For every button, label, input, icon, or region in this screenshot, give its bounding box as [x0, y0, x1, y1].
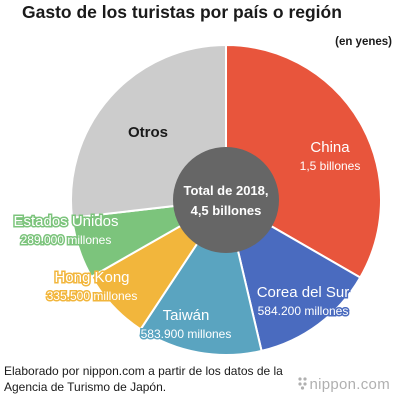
center-label-line-1: Total de 2018,: [183, 183, 268, 198]
slice-label-corea-del-sur: Corea del Sur: [257, 284, 350, 301]
slice-value-china: 1,5 billones: [300, 159, 361, 173]
pie-chart: Total de 2018, 4,5 billones China 1,5 bil…: [12, 43, 382, 356]
source-note: Elaborado por nippon.com a partir de los…: [4, 364, 283, 394]
logo-text: nippon.com: [309, 376, 390, 393]
slice-value-corea-del-sur: 584.200 millones: [258, 304, 349, 318]
center-label-line-2: 4,5 billones: [191, 203, 262, 218]
slice-label-china: China: [310, 139, 350, 156]
slice-label-estados-unidos: Estados Unidos: [13, 213, 118, 230]
center-hole: [173, 147, 279, 253]
slice-value-taiwan: 583.900 millones: [141, 327, 232, 341]
nippon-logo: nippon.com: [298, 376, 390, 393]
slice-label-hong-kong: Hong Kong: [54, 269, 129, 286]
chart-title: Gasto de los turistas por país o región: [22, 2, 342, 22]
slice-label-taiwan: Taiwán: [163, 307, 210, 324]
slice-value-hong-kong: 335.500 millones: [47, 289, 138, 303]
logo-dots-icon: [298, 377, 308, 390]
unit-label: (en yenes): [335, 36, 392, 48]
slice-value-estados-unidos: 289.000 millones: [21, 233, 112, 247]
slice-label-otros: Otros: [128, 124, 168, 141]
